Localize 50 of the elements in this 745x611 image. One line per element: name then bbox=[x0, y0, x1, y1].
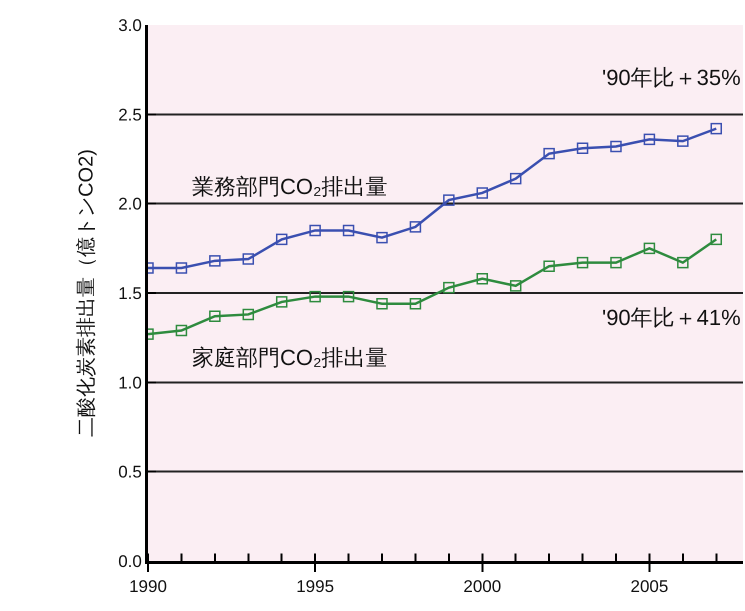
point bbox=[443, 194, 455, 206]
point bbox=[644, 134, 656, 146]
annotation: '90年比＋35% bbox=[602, 65, 741, 90]
point bbox=[543, 148, 555, 160]
point bbox=[410, 221, 422, 233]
point bbox=[476, 187, 488, 199]
point bbox=[309, 290, 321, 302]
y-tick-label: 1.5 bbox=[118, 284, 142, 303]
point bbox=[176, 324, 188, 336]
point bbox=[376, 298, 388, 310]
x-tick-label: 2005 bbox=[630, 577, 668, 596]
point bbox=[710, 122, 722, 134]
series-label: 家庭部門CO₂排出量 bbox=[192, 345, 388, 370]
point bbox=[576, 256, 588, 268]
point bbox=[176, 262, 188, 274]
point bbox=[309, 224, 321, 236]
point bbox=[410, 298, 422, 310]
point bbox=[376, 232, 388, 244]
point bbox=[242, 253, 254, 265]
point bbox=[476, 272, 488, 284]
point bbox=[209, 310, 221, 322]
x-tick-label: 1990 bbox=[129, 577, 167, 596]
point bbox=[510, 280, 522, 292]
series-label: 業務部門CO₂排出量 bbox=[192, 174, 388, 199]
point bbox=[610, 256, 622, 268]
point bbox=[610, 140, 622, 152]
point bbox=[276, 296, 288, 308]
point bbox=[510, 172, 522, 184]
point bbox=[576, 142, 588, 154]
annotation: '90年比＋41% bbox=[602, 305, 741, 330]
point bbox=[710, 234, 722, 246]
point bbox=[644, 242, 656, 254]
y-tick-label: 2.5 bbox=[118, 105, 142, 124]
point bbox=[677, 256, 689, 268]
y-tick-label: 1.0 bbox=[118, 373, 142, 392]
x-tick-label: 1995 bbox=[296, 577, 334, 596]
x-tick-label: 2000 bbox=[463, 577, 502, 596]
point bbox=[342, 290, 354, 302]
y-tick-label: 3.0 bbox=[118, 16, 142, 35]
point bbox=[443, 282, 455, 294]
point bbox=[276, 234, 288, 246]
point bbox=[677, 135, 689, 147]
point bbox=[342, 224, 354, 236]
point bbox=[543, 260, 555, 272]
y-axis-title: 二酸化炭素排出量（億トンCO2) bbox=[76, 149, 98, 437]
point bbox=[209, 255, 221, 267]
y-tick-label: 0.5 bbox=[118, 462, 142, 482]
point bbox=[242, 308, 254, 320]
y-tick-label: 0.0 bbox=[118, 552, 142, 571]
y-tick-label: 2.0 bbox=[118, 194, 142, 214]
